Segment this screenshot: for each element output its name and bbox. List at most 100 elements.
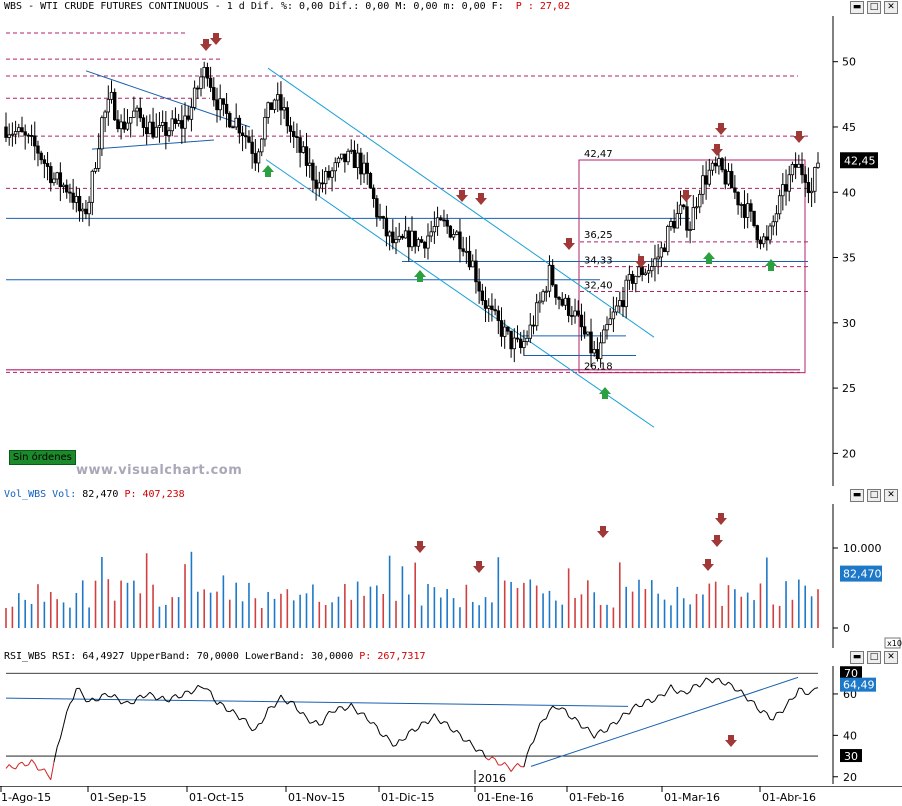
candle	[666, 224, 670, 256]
candle-body	[218, 98, 222, 111]
rsi-line-segment	[15, 763, 20, 770]
candle	[29, 124, 34, 146]
rsi-line-segment	[708, 679, 713, 684]
rsi-line-segment	[475, 749, 480, 752]
candle	[618, 291, 622, 313]
dif-label: Dif. %: 0,00 Dif.: 0,00 M: 0,00 m: 0,00 …	[250, 1, 504, 12]
candle	[605, 316, 609, 340]
candle-body	[499, 320, 504, 337]
volume-bar	[88, 607, 90, 628]
close-button[interactable]: ✕	[884, 1, 898, 14]
close-button[interactable]: ✕	[884, 651, 898, 664]
candle-body	[614, 305, 619, 313]
rsi-line-segment	[395, 739, 400, 746]
volume-bar	[69, 607, 71, 628]
candle	[228, 111, 232, 129]
rsi-line-segment	[21, 761, 26, 767]
volume-tick-label: 0	[843, 622, 850, 635]
candle	[26, 133, 31, 144]
candle-body	[691, 207, 696, 230]
volume-bar	[24, 599, 26, 628]
volume-bar	[254, 598, 257, 628]
volume-bar	[260, 607, 263, 628]
rsi-panel[interactable]: RSI_WBS RSI: 64,4927 UpperBand: 70,0000 …	[0, 650, 902, 787]
rsi-line-segment	[664, 689, 669, 697]
candle-body	[445, 219, 449, 227]
rsi-line-segment	[194, 685, 199, 691]
candle-body	[224, 103, 229, 114]
candle	[563, 293, 568, 310]
rsi-line-segment	[328, 710, 333, 713]
volume-title: Vol_WBS Vol:	[4, 489, 77, 500]
candle	[477, 268, 481, 304]
rsi-line-segment	[72, 688, 77, 700]
volume-panel[interactable]: Vol_WBS Vol: 82,470 P: 407,238 ▬ □ ✕ 0 10…	[0, 488, 902, 651]
candle-body	[582, 326, 587, 335]
rsi-line-segment	[402, 738, 406, 741]
volume-bar	[529, 579, 532, 628]
rsi-line-segment	[782, 705, 787, 713]
candle-body	[269, 102, 274, 110]
price-panel[interactable]: WBS - WTI CRUDE FUTURES CONTINUOUS - 1 d…	[0, 0, 902, 489]
rsi-line-segment	[453, 729, 458, 733]
candle-body	[714, 162, 718, 167]
rsi-line-segment	[299, 712, 304, 714]
candle	[10, 122, 15, 147]
candle-body	[58, 172, 63, 188]
close-button[interactable]: ✕	[884, 489, 898, 502]
candle-body	[141, 117, 146, 128]
candle	[435, 206, 440, 236]
candle	[541, 289, 545, 305]
rsi-line-segment	[603, 730, 608, 733]
candle	[579, 303, 584, 341]
rsi-line-segment	[609, 721, 614, 725]
candle	[244, 125, 248, 149]
volume-bar	[17, 593, 20, 628]
orders-badge[interactable]: Sin órdenes	[9, 450, 76, 465]
maximize-button[interactable]: □	[867, 651, 881, 664]
volume-bar	[350, 599, 353, 628]
candle	[650, 258, 654, 278]
triangle-lower	[91, 139, 215, 150]
candle	[295, 123, 299, 154]
candle	[458, 218, 462, 263]
maximize-button[interactable]: □	[867, 1, 881, 14]
candle	[547, 255, 552, 298]
candle	[678, 190, 683, 226]
candle-body	[81, 208, 85, 212]
rsi-line-segment	[651, 700, 656, 704]
rsi-line-segment	[315, 720, 320, 726]
candle-body	[544, 290, 548, 293]
volume-bar	[37, 584, 39, 628]
candle-body	[643, 272, 648, 276]
candle	[256, 148, 261, 173]
minimize-button[interactable]: ▬	[850, 489, 864, 502]
sell-arrow-icon	[210, 33, 222, 45]
candle	[202, 61, 206, 89]
rsi-line-segment	[53, 747, 58, 763]
candle-body	[170, 118, 174, 132]
candle-body	[666, 226, 670, 253]
rsi-line-segment	[325, 711, 330, 717]
candle-body	[439, 217, 443, 221]
candle-body	[793, 164, 798, 168]
volume-bar	[555, 600, 557, 628]
candle-body	[253, 153, 258, 164]
candle-body	[701, 175, 705, 195]
candle	[352, 140, 357, 169]
candle	[231, 125, 235, 129]
candle	[557, 295, 561, 310]
level-label: 36,25	[584, 230, 613, 241]
candle	[346, 148, 350, 166]
candle-body	[413, 230, 417, 247]
candle-body	[208, 77, 213, 88]
minimize-button[interactable]: ▬	[850, 651, 864, 664]
candle-body	[592, 349, 596, 354]
minimize-button[interactable]: ▬	[850, 1, 864, 14]
maximize-button[interactable]: □	[867, 489, 881, 502]
volume-chart[interactable]: 0 10.000 82,470 x10	[0, 488, 902, 650]
price-chart[interactable]: 20 25 30 35 40 45 50 42,47 36,25 34,33 32,40 26,18 4…	[0, 0, 902, 488]
candle-body	[407, 230, 411, 248]
candle	[323, 167, 328, 195]
